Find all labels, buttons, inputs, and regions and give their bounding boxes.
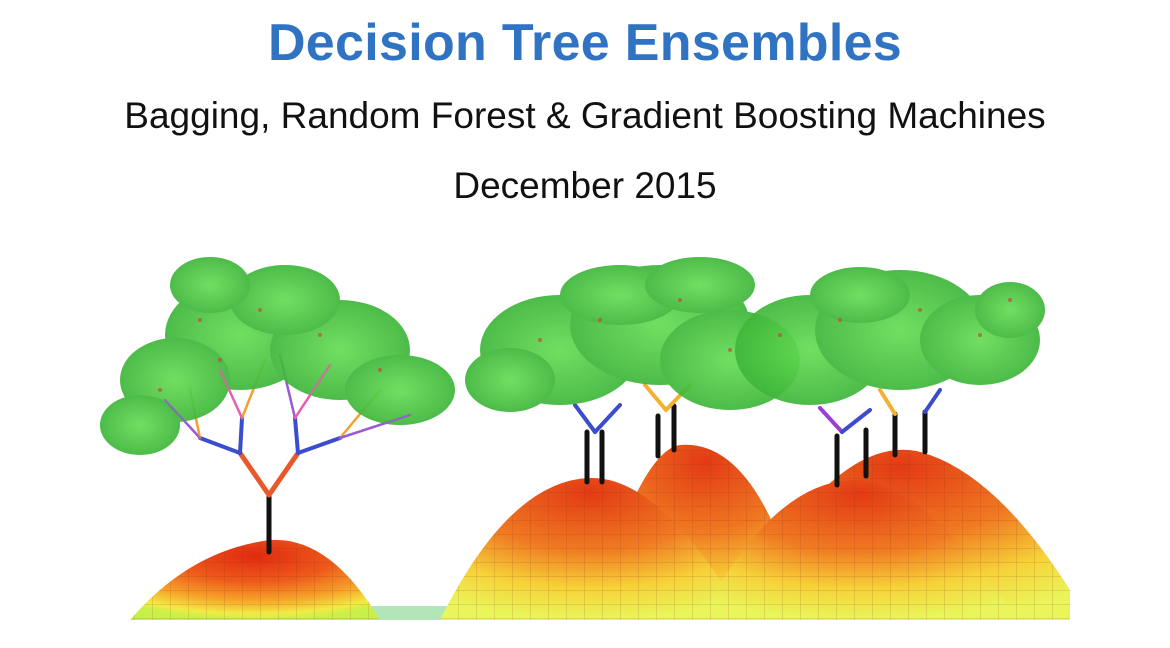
hills	[130, 444, 1070, 620]
slide-subtitle: Bagging, Random Forest & Gradient Boosti…	[124, 95, 1046, 136]
tree-middle	[573, 383, 692, 485]
hill-right-front-mesh	[700, 479, 1020, 620]
slide-date: December 2015	[453, 165, 717, 206]
leaf-speckles	[158, 298, 1012, 392]
tree-right-foliage	[735, 267, 1045, 405]
tree-on-hill-illustration	[100, 257, 1070, 620]
slide-title: Decision Tree Ensembles	[267, 14, 903, 72]
tree-right	[818, 388, 942, 488]
tree-left-foliage	[100, 257, 455, 455]
hill-left-mesh	[130, 539, 380, 620]
hill-middle-front-mesh	[440, 477, 740, 620]
tree-middle-foliage	[465, 257, 800, 412]
tree-left-branch-overlay	[164, 364, 411, 439]
